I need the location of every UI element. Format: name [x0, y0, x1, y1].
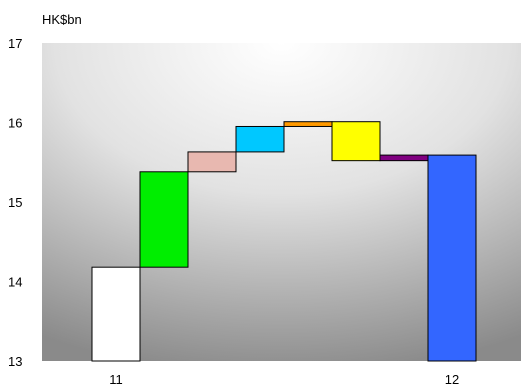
y-tick-label: 13 [8, 354, 22, 369]
waterfall-bar [379, 154, 429, 162]
y-axis-ticks: 13 14 15 16 17 [8, 36, 22, 369]
bars [91, 121, 477, 362]
waterfall-bar [91, 266, 141, 362]
x-axis-ticks: 11 12 [109, 372, 459, 387]
y-tick-label: 15 [8, 195, 22, 210]
waterfall-bar [187, 151, 237, 173]
waterfall-bar [331, 121, 381, 162]
y-axis-unit-label: HK$bn [42, 12, 82, 27]
x-tick-label: 11 [109, 372, 123, 387]
y-tick-label: 14 [8, 275, 22, 290]
waterfall-bar [235, 125, 285, 153]
y-tick-label: 16 [8, 116, 22, 131]
waterfall-bar [139, 171, 189, 268]
waterfall-bar [283, 121, 333, 127]
y-tick-label: 17 [8, 36, 22, 51]
x-tick-label: 12 [445, 372, 459, 387]
waterfall-bar [427, 154, 477, 362]
